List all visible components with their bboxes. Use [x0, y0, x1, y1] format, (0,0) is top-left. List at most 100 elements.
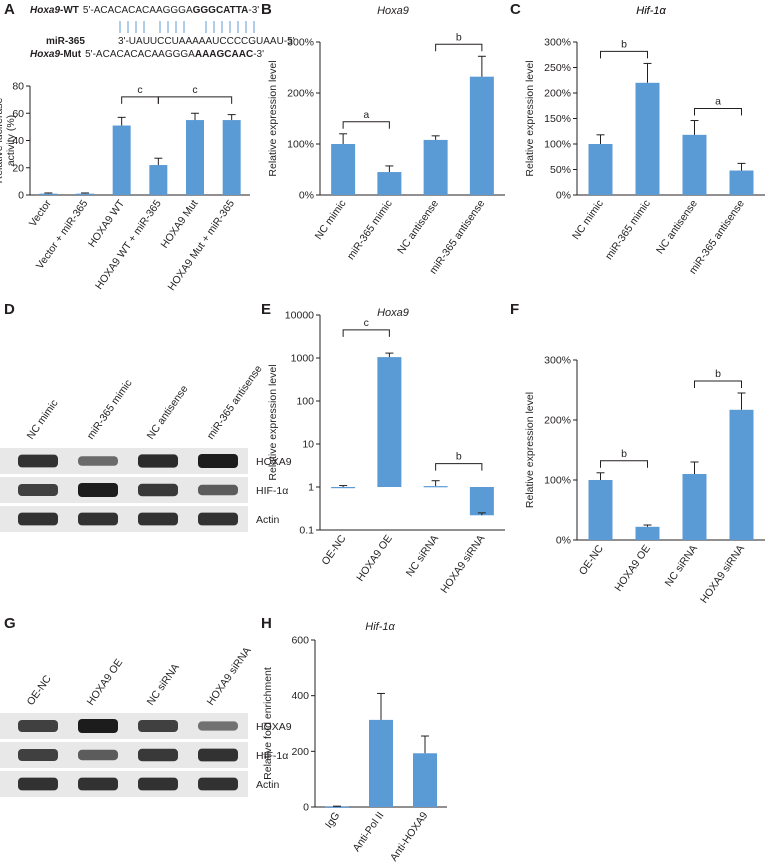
blot-g-band	[78, 719, 118, 733]
chart-f-category-label: OE-NC	[577, 543, 606, 578]
blot-g-lane-label: HOXA9 OE	[85, 657, 126, 708]
blot-g-band	[18, 720, 58, 732]
chart-c-bar	[588, 144, 613, 195]
chart-h-ylabel-line: Relative fold enrichment	[262, 667, 274, 780]
mut-seq-site: AAAGCAAC	[195, 49, 253, 60]
chart-e-category-label: NC siRNA	[404, 533, 441, 579]
chart-b-ytick-label: 0%	[299, 190, 314, 202]
chart-e-ylabel-line: Relative expression level	[267, 364, 279, 480]
chart-a-sig-label: c	[192, 84, 197, 96]
blot-g-band	[18, 749, 58, 761]
chart-a-sig-bracket	[121, 96, 159, 104]
chart-f-bar	[682, 474, 707, 540]
chart-a-sig-bracket	[157, 96, 233, 104]
chart-f-category-label: HOXA9 siRNA	[698, 543, 747, 606]
blot-g-band	[78, 749, 118, 761]
blot-d-band	[18, 454, 58, 468]
chart-b-bar	[423, 139, 448, 195]
chart-c-bar	[635, 82, 660, 195]
chart-c-category-label: NC mimic	[570, 198, 606, 242]
mir-seq: 3'-UAUUCCUAAAAAUCCCCGUAAU-5'	[118, 36, 295, 47]
chart-f-bar	[729, 409, 754, 540]
blot-d-band	[78, 483, 118, 497]
chart-c-sig-label: a	[715, 96, 721, 108]
panel-label-g: G	[4, 615, 16, 632]
chart-e-sig-label: b	[456, 451, 462, 463]
chart-b-bar	[469, 76, 494, 195]
blot-g-band	[198, 721, 238, 731]
chart-f-ytick-label: 0%	[556, 535, 571, 547]
chart-b-bar	[377, 172, 402, 195]
chart-c-category-label: NC antisense	[654, 198, 700, 257]
base-pair-lines	[119, 21, 255, 33]
chart-h-ytick-label: 400	[291, 690, 309, 702]
chart-c-ytick-label: 200%	[544, 88, 571, 100]
wt-suffix: -WT	[60, 5, 79, 16]
chart-c-ylabel-line: Relative expression level	[524, 60, 536, 176]
blot-d-row-label: Actin	[256, 514, 280, 526]
western-blot-d: NC mimic miR-365 mimic NC antisense miR-365…	[0, 363, 292, 532]
chart-h-ytick-label: 200	[291, 746, 309, 758]
chart-e-sig-bracket	[435, 463, 483, 471]
chart-f-ylabel-line: Relative expression level	[524, 392, 536, 508]
chart-b-sig-bracket	[342, 121, 390, 129]
blot-d-band	[138, 483, 178, 497]
chart-h-ytick-label: 600	[291, 635, 309, 647]
chart-a-ytick-label: 60	[12, 108, 24, 120]
wt-gene-name: Hoxa9	[30, 5, 60, 16]
chart-e-ytick-label: 0.1	[299, 525, 314, 537]
chart-h-bar	[369, 719, 393, 807]
panel-label-f: F	[510, 301, 519, 318]
chart-e-ytick-label: 1	[308, 482, 314, 494]
chart-b-sig-label: b	[456, 31, 462, 43]
mut-sequence-line: Hoxa9-Mut 5'-ACACACACAAGGGAAAAGCAAC-3'	[30, 49, 264, 60]
chart-f-sig-label: b	[715, 368, 721, 380]
chart-c-ytick-label: 0%	[556, 190, 571, 202]
chart-e-ytick-label: 10	[302, 439, 314, 451]
chart-e-ytick-label: 1000	[291, 353, 315, 365]
chart-b-ytick-label: 100%	[287, 139, 314, 151]
blot-d-band	[18, 512, 58, 526]
panel-label-a: A	[4, 1, 15, 18]
blot-d-band	[78, 456, 118, 466]
chart-f-bar	[588, 480, 613, 540]
blot-d-row-label: HIF-1α	[256, 485, 288, 497]
mut-seq-end: -3'	[253, 49, 264, 60]
chart-h-title: Hif-1α	[365, 621, 395, 633]
blot-d-row-label: HOXA9	[256, 456, 292, 468]
chart-c-title: Hif-1α	[636, 5, 666, 17]
chart-a-category-label: HOXA9 WT	[86, 197, 128, 249]
chart-b-sig-bracket	[435, 43, 483, 52]
chart-e-ylabel: Relative expression level	[267, 364, 279, 480]
blot-g-band	[138, 748, 178, 762]
chart-a-category-label: HOXA9 WT + miR-365	[93, 198, 164, 292]
chart-a-ytick-label: 20	[12, 162, 24, 174]
chart-b-category-label: miR-365 mimic	[345, 198, 395, 262]
chart-a-bar	[76, 193, 94, 195]
chart-a-ytick-label: 0	[18, 190, 24, 202]
chart-c-ylabel: Relative expression level	[524, 60, 536, 176]
mut-gene-name: Hoxa9	[30, 49, 60, 60]
chart-e-bar	[331, 487, 356, 489]
wt-seq-end: -3'	[248, 5, 259, 16]
chart-f-ylabel: Relative expression level	[524, 392, 536, 508]
mut-seq-plain: 5'-ACACACACAAGGGA	[85, 49, 195, 60]
chart-f-bar	[635, 526, 660, 540]
chart-a-sig-label: c	[137, 84, 142, 96]
chart-e-bar	[423, 486, 448, 488]
chart-h-category-label: Anti-Pol II	[351, 810, 387, 854]
chart-h-bar	[325, 806, 349, 808]
chart-c-bar	[682, 134, 707, 195]
chart-e-hoxa9-log: Hoxa9 0.1 1 10 100 1000 10000 Relative expressi…	[267, 307, 505, 596]
chart-f-category-label: HOXA9 OE	[612, 543, 653, 594]
chart-a-luciferase: 0 20 40 60 80 Relative luciferaseactivity (%)…	[0, 81, 250, 293]
chart-e-sig-label: c	[364, 317, 369, 329]
chart-h-fold-enrichment: Hif-1α 0 200 400 600 Relative fold enrichment…	[262, 621, 447, 864]
chart-f-sig-bracket	[600, 460, 648, 468]
chart-c-sig-bracket	[694, 108, 742, 116]
chart-b-bar	[331, 144, 356, 195]
chart-a-category-label: HOXA9 Mut + miR-365	[166, 198, 238, 293]
chart-h-ytick-label: 0	[303, 802, 309, 814]
blot-d-band	[198, 512, 238, 526]
chart-e-ytick-label: 10000	[285, 310, 314, 322]
